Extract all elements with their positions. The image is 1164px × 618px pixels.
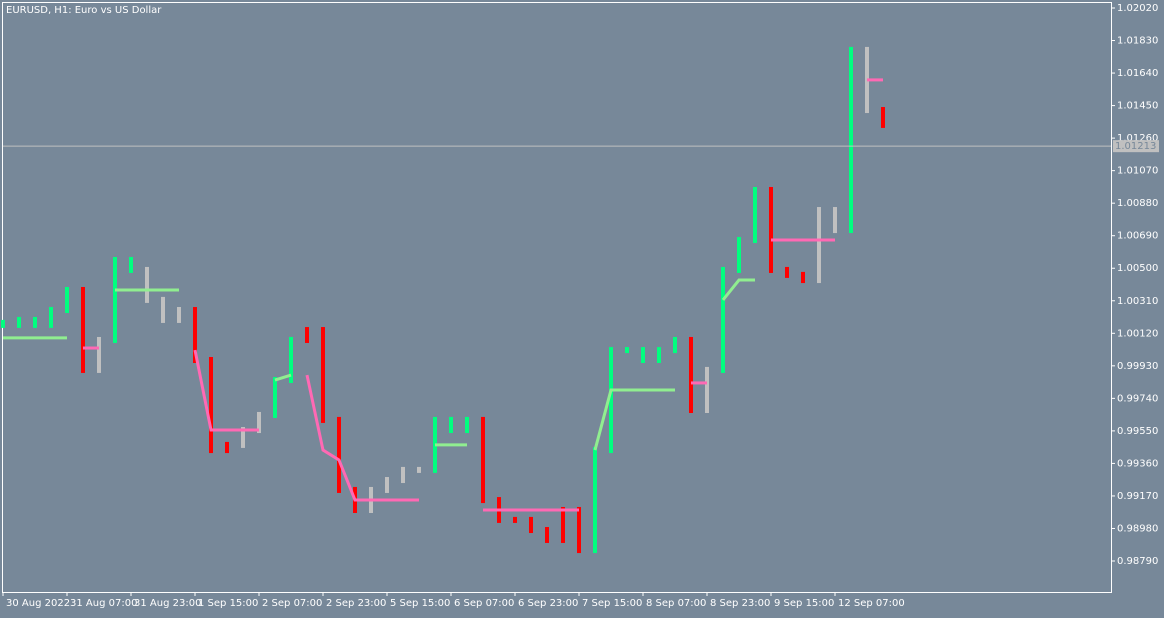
trend-line (593, 388, 675, 451)
price-bar (97, 336, 101, 373)
price-bar (609, 347, 613, 454)
x-tick-label: 30 Aug 2022 (6, 598, 70, 609)
y-tick-label: 1.00690 (1117, 231, 1158, 242)
price-bar (465, 416, 469, 434)
trend-line (193, 349, 259, 432)
price-bar (561, 506, 565, 543)
x-tick-label: 12 Sep 07:00 (838, 598, 905, 609)
price-bar (449, 416, 453, 434)
y-tick-label: 0.99550 (1117, 426, 1158, 437)
price-bar (577, 506, 581, 554)
price-bar (129, 257, 133, 273)
price-bar (385, 477, 389, 493)
x-tick-label: 6 Sep 07:00 (454, 598, 514, 609)
y-tick-label: 1.00880 (1117, 198, 1158, 209)
price-bar (817, 207, 821, 284)
price-bar (641, 347, 645, 364)
trend-line (721, 278, 755, 301)
price-bar (705, 366, 709, 414)
y-tick-label: 1.00500 (1117, 263, 1158, 274)
y-tick-label: 0.99170 (1117, 491, 1158, 502)
price-bar (833, 207, 837, 234)
y-tick-label: 1.01260 (1117, 133, 1158, 144)
price-bar (673, 336, 677, 354)
price-bar (737, 236, 741, 273)
y-tick-label: 1.01450 (1117, 101, 1158, 112)
current-price-box (1113, 140, 1159, 153)
price-bar (273, 377, 277, 418)
x-tick-label: 31 Aug 23:00 (134, 598, 201, 609)
y-tick-label: 1.00120 (1117, 328, 1158, 339)
y-tick-label: 1.01640 (1117, 68, 1158, 79)
x-tick-label: 2 Sep 07:00 (262, 598, 322, 609)
price-bar (769, 186, 773, 273)
price-bar (177, 307, 181, 323)
x-tick-label: 7 Sep 15:00 (582, 598, 642, 609)
price-bar (801, 271, 805, 284)
price-bar (145, 266, 149, 303)
price-bar (257, 411, 261, 434)
chart-title: EURUSD, H1: Euro vs US Dollar (6, 5, 162, 16)
y-tick-label: 1.02020 (1117, 3, 1158, 14)
price-bar (593, 447, 597, 554)
x-tick-label: 9 Sep 15:00 (774, 598, 834, 609)
x-tick-label: 31 Aug 07:00 (70, 598, 137, 609)
price-bar (33, 316, 37, 328)
price-bar (849, 46, 853, 234)
price-bar (49, 307, 53, 328)
y-tick-label: 0.99740 (1117, 393, 1158, 404)
price-bar (881, 107, 885, 128)
y-tick-label: 1.01830 (1117, 36, 1158, 47)
x-tick-label: 2 Sep 23:00 (326, 598, 386, 609)
y-tick-label: 0.99930 (1117, 361, 1158, 372)
price-bar (625, 347, 629, 354)
price-bar (529, 516, 533, 534)
price-bar (225, 441, 229, 454)
price-bar (401, 466, 405, 484)
price-bar (689, 336, 693, 414)
price-bar (17, 316, 21, 328)
x-tick-label: 5 Sep 15:00 (390, 598, 450, 609)
y-tick-label: 1.01070 (1117, 166, 1158, 177)
x-tick-label: 1 Sep 15:00 (198, 598, 258, 609)
price-bar (305, 327, 309, 343)
price-bar (1, 319, 5, 328)
y-tick-label: 0.98980 (1117, 523, 1158, 534)
y-tick-label: 0.98790 (1117, 556, 1158, 567)
trend-line (305, 374, 419, 502)
x-tick-label: 6 Sep 23:00 (518, 598, 578, 609)
trend-line (274, 373, 292, 382)
price-bar (65, 286, 69, 314)
plot-frame (2, 2, 1112, 593)
price-bar (193, 307, 197, 364)
price-bar (721, 266, 725, 373)
price-bar (289, 336, 293, 384)
price-bar (161, 296, 165, 323)
y-tick-label: 0.99360 (1117, 458, 1158, 469)
price-bar (113, 257, 117, 343)
price-bar (513, 516, 517, 523)
price-bar (753, 186, 757, 243)
price-bar (321, 327, 325, 423)
current-price-label: 1.01213 (1115, 141, 1156, 152)
price-bar (209, 357, 213, 454)
x-tick-label: 8 Sep 23:00 (710, 598, 770, 609)
price-bar (241, 427, 245, 448)
price-bar (545, 527, 549, 543)
y-tick-label: 1.00310 (1117, 296, 1158, 307)
price-bar (81, 286, 85, 373)
price-bar (337, 416, 341, 493)
price-bar (657, 347, 661, 364)
price-bar (785, 266, 789, 278)
x-tick-label: 8 Sep 07:00 (646, 598, 706, 609)
price-bar (417, 466, 421, 473)
price-bar (481, 416, 485, 504)
